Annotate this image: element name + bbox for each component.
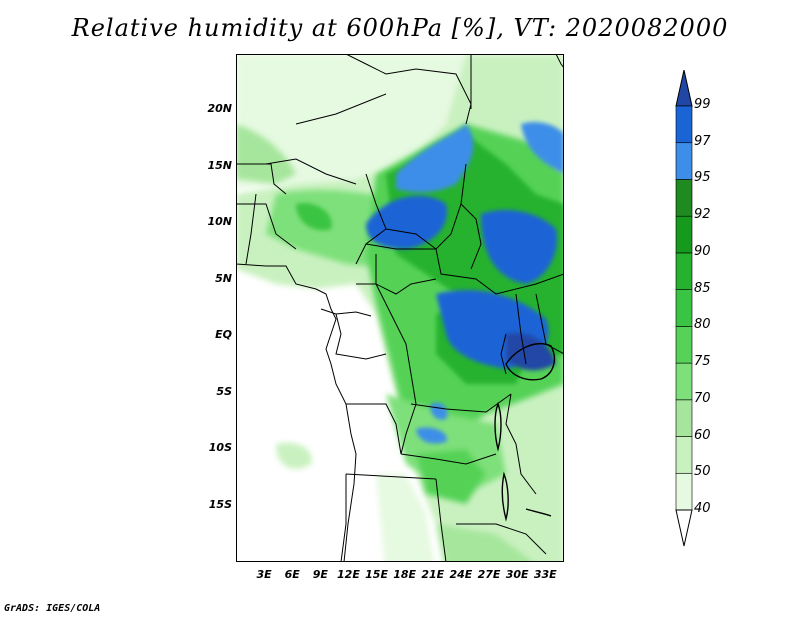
lat-tick-label: 15N: [207, 158, 232, 172]
map-title: Relative humidity at 600hPa [%], VT: 202…: [71, 14, 729, 42]
colorbar-level-label: 95: [694, 170, 711, 186]
lat-tick-label: 10S: [208, 441, 232, 455]
colorbar-level-label: 40: [694, 501, 711, 516]
colorbar-level-label: 70: [694, 390, 711, 406]
lon-tick-label: 27E: [477, 568, 501, 581]
lat-tick-label: EQ: [215, 328, 232, 342]
colorbar-level-label: 60: [694, 427, 711, 443]
colorbar-segment: [675, 436, 693, 474]
colorbar-segment: [675, 326, 693, 364]
lon-tick-label: 12E: [337, 568, 360, 581]
lat-tick-label: 15S: [208, 497, 232, 511]
colorbar-segment: [675, 362, 693, 401]
lon-tick-label: 9E: [312, 568, 328, 581]
map-frame: [236, 54, 564, 562]
lon-tick-label: 30E: [505, 568, 529, 581]
lon-tick-label: 21E: [421, 568, 445, 581]
colorbar-segment: [675, 142, 693, 180]
country-boundaries: [236, 54, 564, 562]
colorbar-segment: [675, 472, 693, 511]
lon-tick-label: 33E: [533, 568, 557, 581]
lat-tick-label: 5S: [216, 384, 232, 398]
lon-tick-label: 24E: [449, 568, 473, 581]
lat-tick-label: 10N: [207, 215, 232, 229]
colorbar-segment: [675, 215, 693, 254]
credit-text: GrADS: IGES/COLA: [4, 603, 101, 614]
colorbar-level-label: 85: [694, 280, 711, 296]
colorbar: [675, 70, 693, 547]
lon-tick-label: 6E: [284, 568, 300, 581]
colorbar-segment: [675, 252, 693, 290]
colorbar-segment: [675, 105, 693, 144]
colorbar-level-label: 97: [694, 133, 711, 149]
colorbar-level-label: 75: [694, 354, 711, 370]
map-panel: [236, 54, 564, 562]
colorbar-level-label: 80: [694, 317, 711, 333]
colorbar-segment: [675, 289, 693, 327]
lat-tick-label: 5N: [215, 271, 232, 285]
colorbar-level-label: 92: [694, 207, 711, 223]
lat-tick-label: 20N: [207, 102, 232, 116]
colorbar-level-label: 90: [694, 243, 711, 259]
colorbar-segment: [675, 179, 693, 217]
colorbar-segment: [675, 399, 693, 437]
humidity-map: [236, 54, 564, 562]
lakes: [494, 343, 556, 522]
lon-tick-label: 18E: [393, 568, 417, 581]
colorbar-level-label: 50: [694, 464, 711, 480]
colorbar-min-arrow: [675, 509, 693, 547]
lon-tick-label: 15E: [365, 568, 388, 581]
colorbar-level-label: 99: [694, 97, 711, 112]
colorbar-max-arrow: [675, 70, 693, 107]
lon-tick-label: 3E: [256, 568, 272, 581]
